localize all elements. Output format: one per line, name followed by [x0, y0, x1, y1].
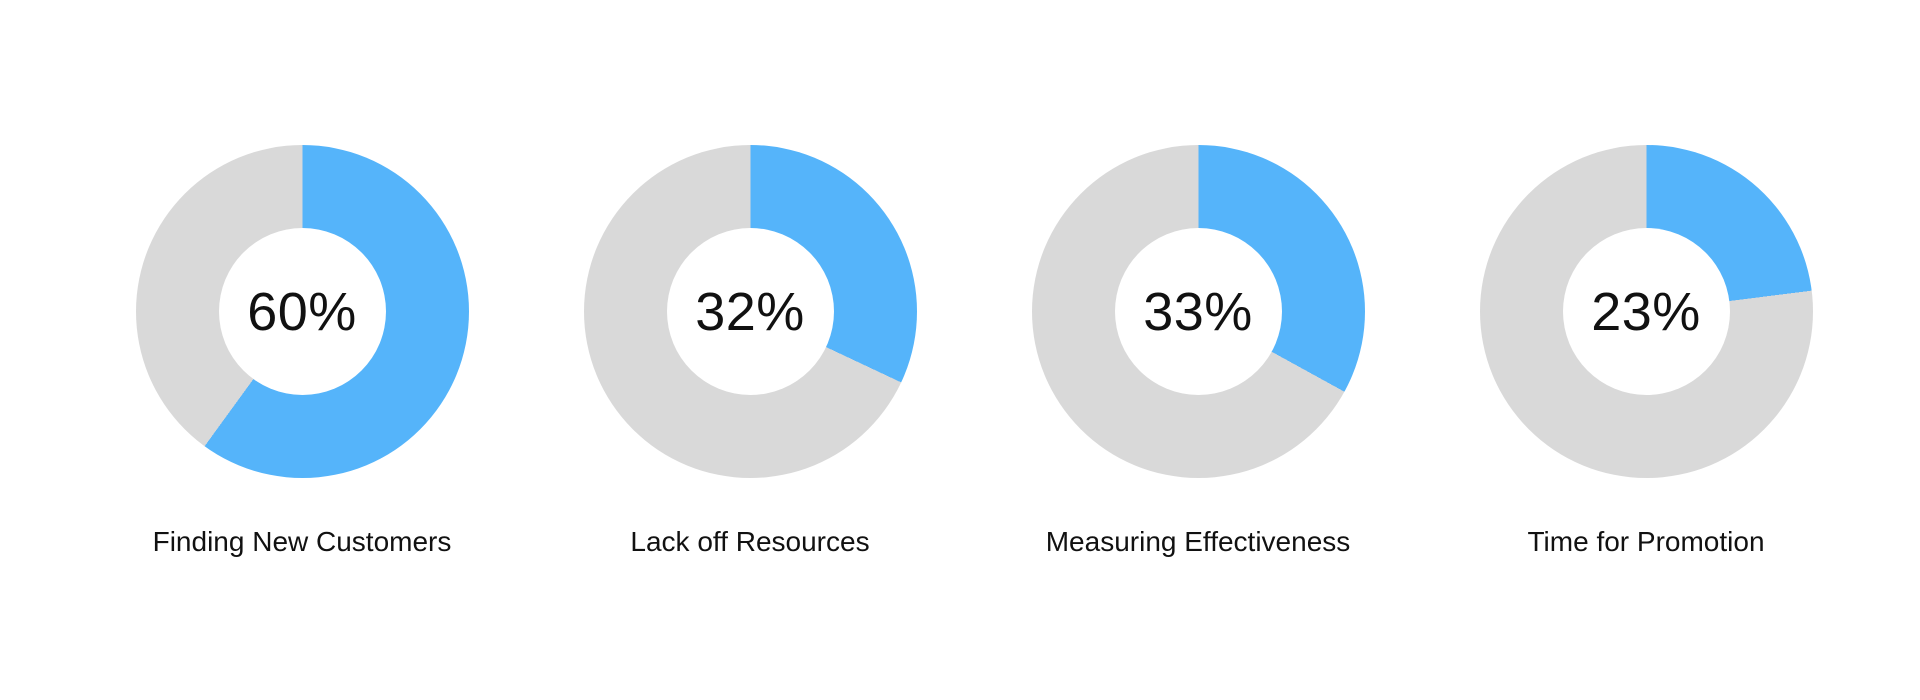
percent-value: 33% — [1143, 281, 1253, 342]
donut-hole: 23% — [1562, 228, 1730, 395]
donut-hole: 32% — [666, 228, 834, 395]
donut-chart-lack-off-resources: 32% — [583, 145, 917, 478]
chart-label: Lack off Resources — [630, 526, 870, 557]
donut-charts-row: 60% Finding New Customers 32% Lack off R… — [78, 145, 1870, 559]
chart-label: Measuring Effectiveness — [1045, 526, 1351, 557]
chart-group-finding-new-customers: 60% Finding New Customers — [78, 145, 526, 559]
chart-label: Finding New Customers — [152, 526, 452, 557]
donut-hole: 33% — [1114, 228, 1282, 395]
chart-label: Time for Promotion — [1527, 526, 1765, 557]
donut-chart-time-for-promotion: 23% — [1479, 145, 1813, 478]
donut-chart-finding-new-customers: 60% — [135, 145, 469, 478]
percent-value: 23% — [1591, 281, 1701, 342]
chart-group-time-for-promotion: 23% Time for Promotion — [1422, 145, 1870, 559]
chart-group-measuring-effectiveness: 33% Measuring Effectiveness — [974, 145, 1422, 559]
donut-chart-measuring-effectiveness: 33% — [1031, 145, 1365, 478]
percent-value: 32% — [695, 281, 805, 342]
donut-hole: 60% — [218, 228, 386, 395]
percent-value: 60% — [247, 281, 357, 342]
chart-group-lack-off-resources: 32% Lack off Resources — [526, 145, 974, 559]
